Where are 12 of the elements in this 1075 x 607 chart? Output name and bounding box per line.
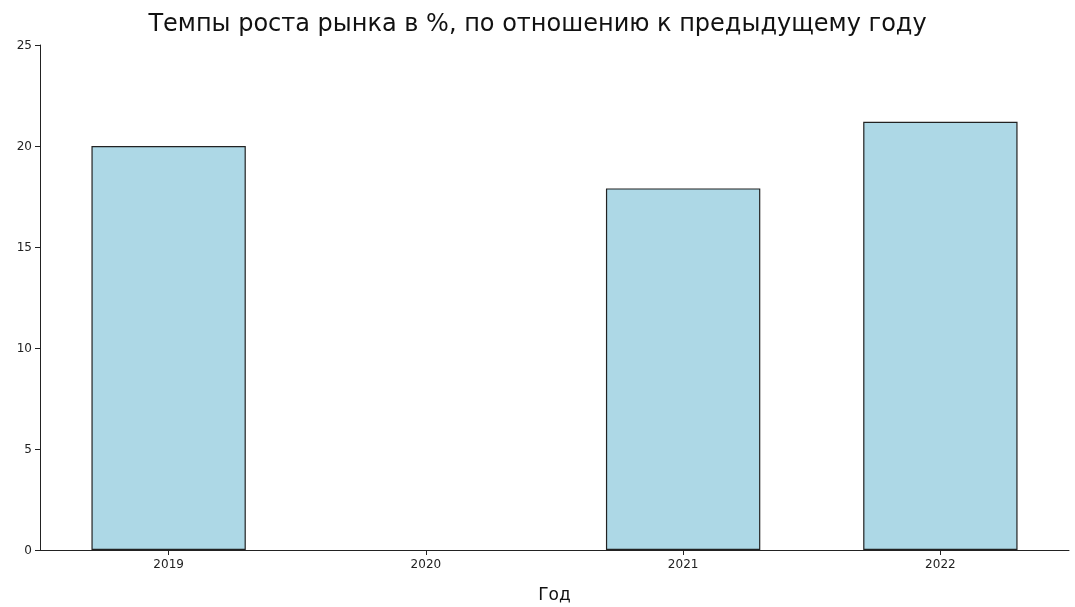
x-tick-label: 2019 <box>153 557 184 571</box>
y-tick-label: 0 <box>24 543 32 557</box>
x-tick-label: 2020 <box>410 557 442 571</box>
x-axis-title: Год <box>538 583 571 604</box>
y-tick-label: 10 <box>16 341 32 355</box>
chart-title: Темпы роста рынка в %, по отношению к предыдущему году <box>147 9 927 37</box>
y-tick-label: 25 <box>16 38 32 52</box>
y-tick-label: 5 <box>24 442 32 456</box>
y-tick-label: 20 <box>16 139 32 153</box>
x-tick-label: 2021 <box>667 557 699 571</box>
x-tick-label: 2022 <box>925 557 956 571</box>
y-tick-label: 15 <box>16 240 32 254</box>
